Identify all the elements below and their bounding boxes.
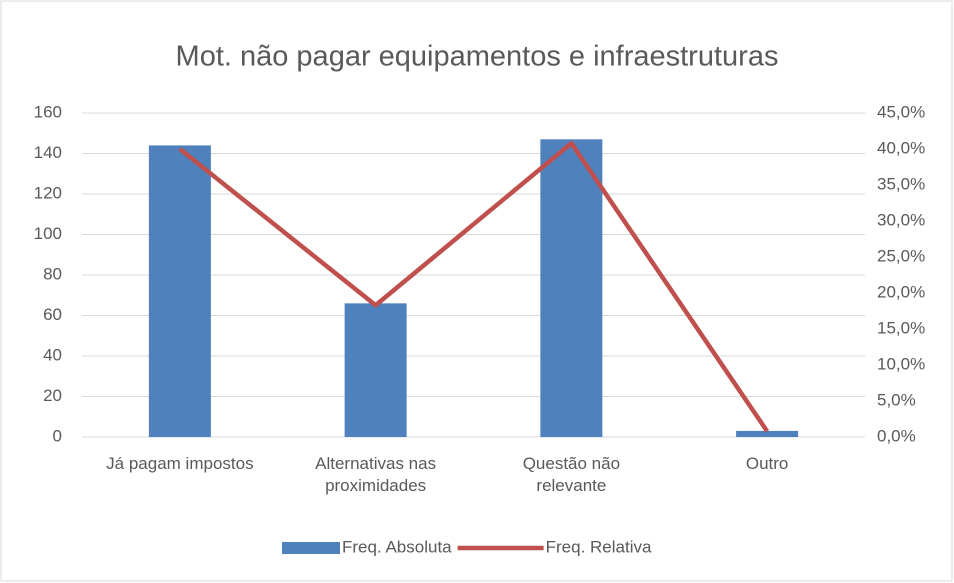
y-tick-label: 40 (43, 345, 62, 364)
legend-label: Freq. Absoluta (342, 537, 452, 556)
y2-tick-label: 10,0% (877, 354, 925, 373)
y2-tick-label: 0,0% (877, 426, 916, 445)
chart-title: Mot. não pagar equipamentos e infraestru… (176, 41, 779, 73)
y-tick-label: 100 (34, 224, 62, 243)
y-tick-label: 160 (34, 102, 62, 121)
y-tick-label: 80 (43, 264, 62, 283)
bar (540, 139, 603, 437)
y2-tick-label: 25,0% (877, 246, 925, 265)
y2-tick-label: 35,0% (877, 174, 925, 193)
x-tick-label: Questão não relevante (522, 454, 621, 495)
y-tick-label: 140 (34, 143, 62, 162)
y2-tick-label: 15,0% (877, 318, 925, 337)
y2-tick-label: 30,0% (877, 210, 925, 229)
y-tick-label: 60 (43, 305, 62, 324)
x-tick-label: Alternativas nas proximidades (315, 454, 437, 495)
line-series (178, 140, 769, 433)
y2-tick-label: 5,0% (877, 390, 916, 409)
y-tick-label: 0 (53, 426, 62, 445)
legend-label: Freq. Relativa (546, 537, 652, 556)
bar (344, 303, 407, 437)
y2-tick-label: 40,0% (877, 138, 925, 157)
x-tick-label: Já pagam impostos (106, 454, 254, 473)
y2-tick-label: 20,0% (877, 282, 925, 301)
bar (148, 145, 211, 437)
x-tick-label: Outro (745, 454, 789, 473)
y-tick-label: 120 (34, 183, 62, 202)
y-tick-label: 20 (43, 386, 62, 405)
y2-tick-label: 45,0% (877, 102, 925, 121)
legend-swatch (282, 542, 340, 554)
bar (736, 430, 799, 437)
